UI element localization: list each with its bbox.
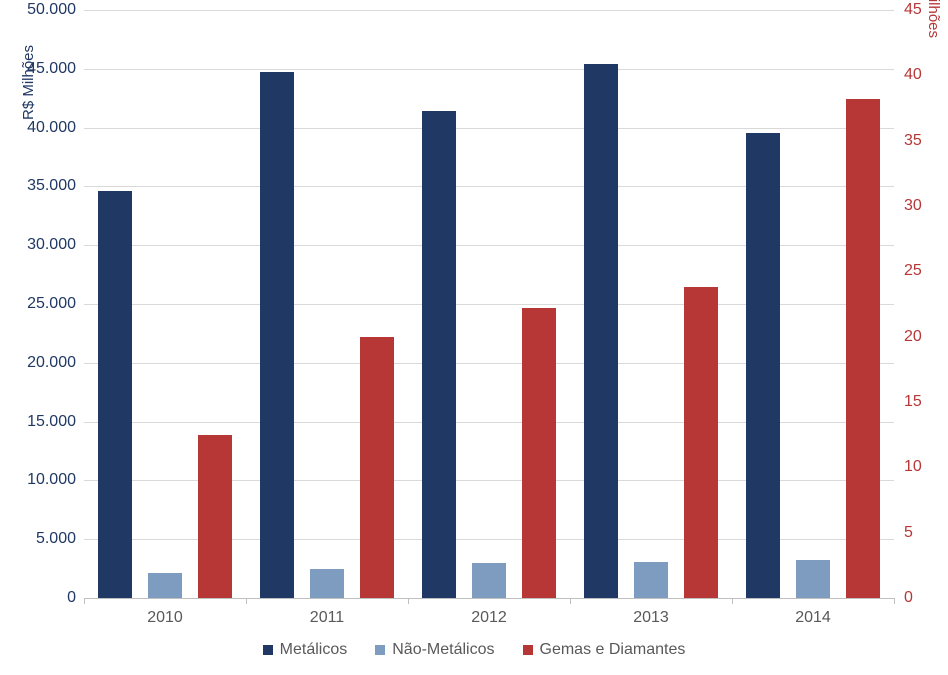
y-right-tick-label: 20: [904, 329, 922, 345]
x-tick: [570, 598, 571, 604]
bar: [684, 287, 718, 598]
bar: [98, 191, 132, 598]
chart-container: R$ Milhões R$ Milhões Metálicos Não-Metá…: [0, 0, 948, 675]
y-right-axis-title: R$ Milhões: [925, 0, 942, 38]
bar: [584, 64, 618, 598]
bar: [198, 435, 232, 598]
legend-swatch-icon: [523, 645, 533, 655]
bar: [310, 569, 344, 598]
legend-label: Não-Metálicos: [392, 642, 494, 658]
y-left-tick-label: 0: [67, 590, 76, 606]
y-left-tick-label: 30.000: [27, 237, 76, 253]
y-left-tick-label: 50.000: [27, 2, 76, 18]
y-right-tick-label: 10: [904, 459, 922, 475]
y-left-tick-label: 10.000: [27, 472, 76, 488]
legend-item-nao-metalicos: Não-Metálicos: [375, 642, 494, 658]
x-tick: [84, 598, 85, 604]
y-right-axis-title-text: R$ Milhões: [925, 0, 942, 38]
y-left-axis-title-text: R$ Milhões: [20, 45, 37, 120]
y-left-tick-label: 5.000: [36, 531, 76, 547]
bar: [522, 308, 556, 598]
y-left-tick-label: 15.000: [27, 414, 76, 430]
y-right-tick-label: 45: [904, 2, 922, 18]
legend-item-metalicos: Metálicos: [263, 642, 348, 658]
legend-swatch-icon: [375, 645, 385, 655]
gridline: [84, 10, 894, 11]
x-tick-label: 2012: [408, 610, 570, 626]
bar: [746, 133, 780, 598]
y-left-axis-title: R$ Milhões: [20, 45, 37, 120]
bar: [360, 337, 394, 598]
x-tick-label: 2013: [570, 610, 732, 626]
y-left-tick-label: 45.000: [27, 61, 76, 77]
bar: [260, 72, 294, 598]
bar: [846, 99, 880, 598]
x-tick-label: 2010: [84, 610, 246, 626]
x-tick: [246, 598, 247, 604]
gridline: [84, 128, 894, 129]
legend-label: Gemas e Diamantes: [540, 642, 686, 658]
y-right-tick-label: 35: [904, 133, 922, 149]
x-tick: [894, 598, 895, 604]
y-right-tick-label: 15: [904, 394, 922, 410]
y-right-tick-label: 0: [904, 590, 913, 606]
y-left-tick-label: 35.000: [27, 178, 76, 194]
x-tick: [408, 598, 409, 604]
legend-swatch-icon: [263, 645, 273, 655]
y-right-tick-label: 5: [904, 525, 913, 541]
gridline: [84, 69, 894, 70]
x-tick: [732, 598, 733, 604]
y-left-tick-label: 20.000: [27, 355, 76, 371]
x-axis-baseline: [84, 598, 894, 599]
y-left-tick-label: 40.000: [27, 120, 76, 136]
legend-item-gemas-e-diamantes: Gemas e Diamantes: [523, 642, 686, 658]
y-right-tick-label: 25: [904, 263, 922, 279]
bar: [148, 573, 182, 598]
y-right-tick-label: 40: [904, 67, 922, 83]
x-tick-label: 2014: [732, 610, 894, 626]
legend-label: Metálicos: [280, 642, 348, 658]
legend: Metálicos Não-Metálicos Gemas e Diamante…: [0, 642, 948, 658]
x-tick-label: 2011: [246, 610, 408, 626]
bar: [796, 560, 830, 598]
plot-area: [84, 10, 894, 598]
bar: [472, 563, 506, 598]
y-right-tick-label: 30: [904, 198, 922, 214]
bar: [634, 562, 668, 598]
bar: [422, 111, 456, 598]
y-left-tick-label: 25.000: [27, 296, 76, 312]
